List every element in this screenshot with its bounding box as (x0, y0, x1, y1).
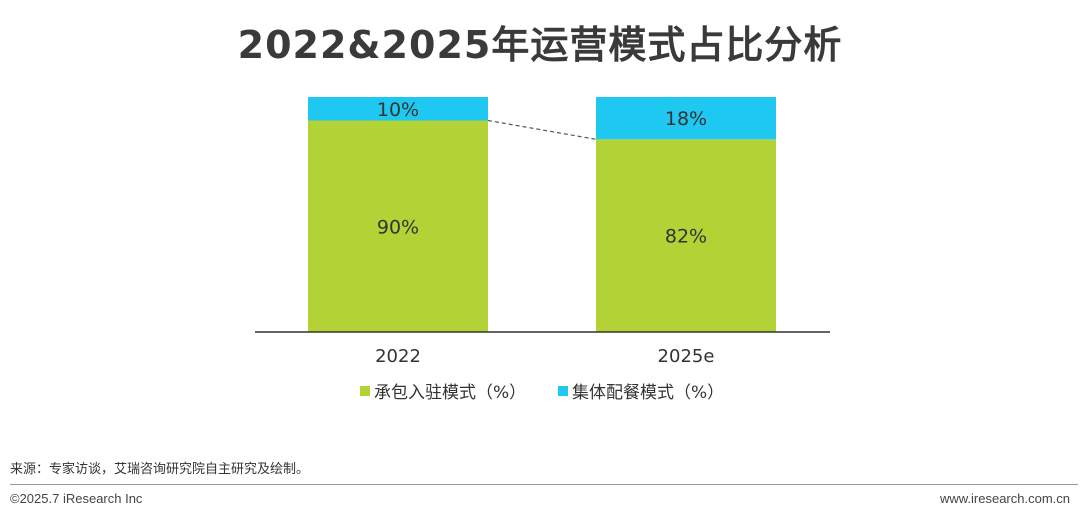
legend: 承包入驻模式（%） 集体配餐模式（%） (360, 383, 724, 403)
legend-label-1: 集体配餐模式（%） (572, 383, 724, 403)
bar-segment-2022-series-0 (308, 120, 488, 332)
x-ticks: 2022 2025e (375, 346, 714, 367)
labels-layer: 90% 10% 82% 18% (377, 99, 707, 248)
bar-segment-2022-series-1 (308, 97, 488, 121)
legend-swatch-0 (360, 386, 370, 396)
x-tick-label-2022: 2022 (375, 346, 421, 367)
data-label-2025e-series-0: 82% (665, 226, 707, 248)
source-note: 来源：专家访谈，艾瑞咨询研究院自主研究及绘制。 (10, 462, 310, 477)
legend-swatch-1 (558, 386, 568, 396)
connector-line (487, 119, 597, 140)
bar-segment-2025e-series-0 (596, 139, 776, 332)
data-label-2022-series-1: 10% (377, 99, 419, 121)
stacked-bar-chart: 90% 10% 82% 18% 2022 2025e 承包入驻模式（%） 集体配餐模式（%… (255, 97, 830, 403)
copyright-text: ©2025.7 iResearch Inc (10, 491, 143, 506)
website-url: www.iresearch.com.cn (939, 491, 1070, 506)
bars-layer (308, 97, 776, 332)
data-label-2025e-series-1: 18% (665, 108, 707, 130)
bar-segment-2025e-series-1 (596, 97, 776, 140)
legend-label-0: 承包入驻模式（%） (374, 383, 526, 403)
footer-divider (10, 484, 1078, 485)
x-tick-label-2025e: 2025e (658, 346, 715, 367)
data-label-2022-series-0: 90% (377, 216, 419, 238)
chart-title: 2022&2025年运营模式占比分析 (237, 23, 843, 67)
